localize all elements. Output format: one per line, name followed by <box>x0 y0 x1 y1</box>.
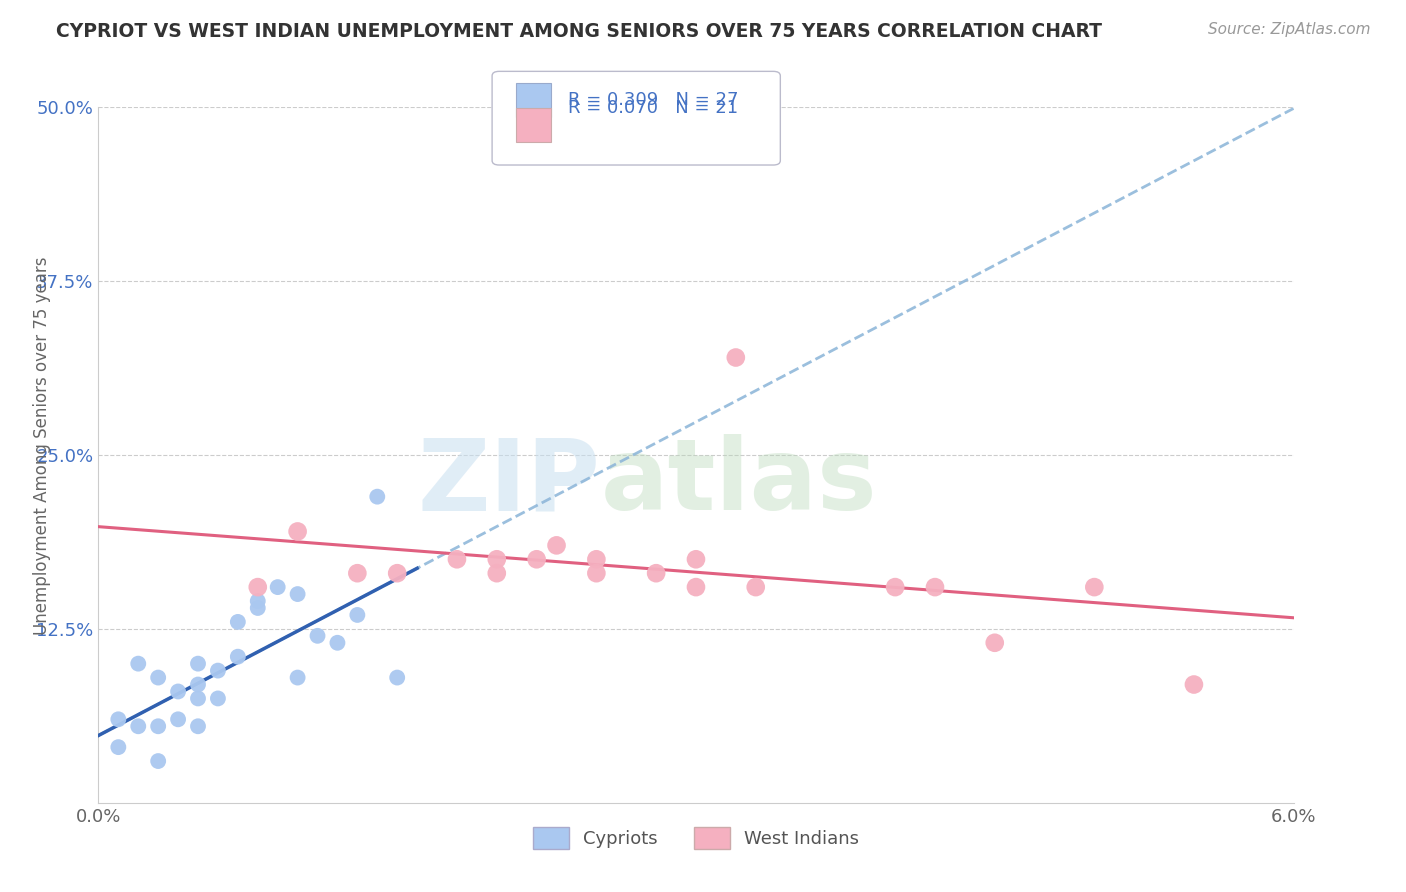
Text: R = 0.070   N = 21: R = 0.070 N = 21 <box>568 99 738 117</box>
Point <box>585 552 607 566</box>
Point <box>187 657 209 671</box>
Point <box>1182 677 1205 691</box>
Text: ZIP: ZIP <box>418 434 600 532</box>
Point <box>546 538 568 552</box>
Point <box>107 712 129 726</box>
Point <box>1083 580 1105 594</box>
Point <box>585 566 607 581</box>
Point <box>287 671 309 685</box>
Point <box>385 566 409 581</box>
Point <box>167 684 190 698</box>
Point <box>246 580 269 594</box>
Point <box>326 636 349 650</box>
Point <box>246 594 269 608</box>
Point <box>267 580 290 594</box>
Point <box>984 636 1007 650</box>
Point <box>307 629 329 643</box>
Point <box>385 671 409 685</box>
Point <box>346 607 368 622</box>
Point <box>167 712 190 726</box>
Point <box>246 601 269 615</box>
Point <box>287 587 309 601</box>
Text: atlas: atlas <box>600 434 877 532</box>
Point <box>346 566 368 581</box>
Point <box>485 552 508 566</box>
Point <box>366 490 388 504</box>
Text: R = 0.309   N = 27: R = 0.309 N = 27 <box>568 91 738 109</box>
Point <box>685 552 707 566</box>
Point <box>148 754 170 768</box>
Point <box>127 719 149 733</box>
Point <box>924 580 946 594</box>
Legend: Cypriots, West Indians: Cypriots, West Indians <box>526 820 866 856</box>
Point <box>107 740 129 755</box>
Point <box>226 615 249 629</box>
Point <box>745 580 768 594</box>
Point <box>207 691 229 706</box>
Point <box>645 566 668 581</box>
Point <box>526 552 548 566</box>
Point <box>884 580 907 594</box>
Point <box>485 566 508 581</box>
Point <box>187 691 209 706</box>
Point <box>287 524 309 539</box>
Point <box>148 671 170 685</box>
Point <box>187 719 209 733</box>
Point <box>446 552 468 566</box>
Text: Unemployment Among Seniors over 75 years: Unemployment Among Seniors over 75 years <box>34 257 51 635</box>
Point <box>207 664 229 678</box>
Point <box>187 677 209 691</box>
Point <box>724 351 747 365</box>
Point <box>148 719 170 733</box>
Point <box>127 657 149 671</box>
Point <box>226 649 249 664</box>
Text: CYPRIOT VS WEST INDIAN UNEMPLOYMENT AMONG SENIORS OVER 75 YEARS CORRELATION CHAR: CYPRIOT VS WEST INDIAN UNEMPLOYMENT AMON… <box>56 22 1102 41</box>
Point <box>685 580 707 594</box>
Text: Source: ZipAtlas.com: Source: ZipAtlas.com <box>1208 22 1371 37</box>
